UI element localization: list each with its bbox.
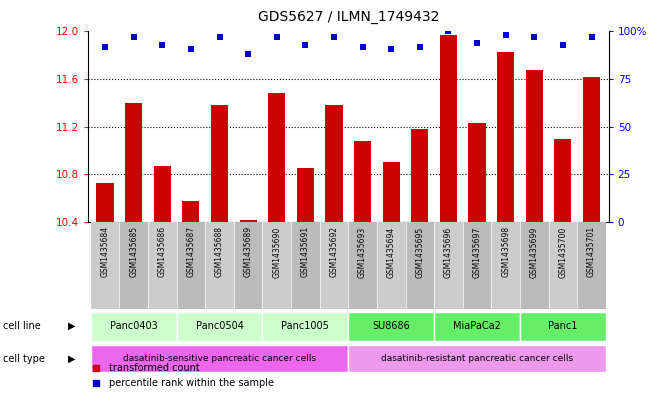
Point [357,44,368,50]
Text: GSM1435687: GSM1435687 [186,226,195,277]
Point [329,34,339,40]
Text: GSM1435685: GSM1435685 [129,226,138,277]
Text: dasatinib-sensitive pancreatic cancer cells: dasatinib-sensitive pancreatic cancer ce… [123,354,316,363]
Bar [348,222,377,309]
Text: GSM1435690: GSM1435690 [272,226,281,277]
Point [128,34,139,40]
Bar [96,183,114,222]
Bar [348,312,434,341]
Bar [182,200,199,222]
Bar [354,141,371,222]
Text: GDS5627 / ILMN_1749432: GDS5627 / ILMN_1749432 [258,10,439,24]
Text: cell line: cell line [3,321,41,331]
Text: GSM1435698: GSM1435698 [501,226,510,277]
Bar [291,222,320,309]
Bar [549,222,577,309]
Bar [411,129,428,222]
Text: MiaPaCa2: MiaPaCa2 [453,321,501,331]
Bar [90,345,348,372]
Bar [154,166,171,222]
Legend: transformed count, percentile rank within the sample: transformed count, percentile rank withi… [86,363,273,388]
Bar [520,222,549,309]
Point [472,40,482,46]
Bar [434,312,520,341]
Bar [326,105,342,222]
Point [501,32,511,39]
Text: GSM1435688: GSM1435688 [215,226,224,277]
Text: GSM1435695: GSM1435695 [415,226,424,277]
Bar [554,139,572,222]
Bar [526,70,543,222]
Bar [262,312,348,341]
Text: GSM1435697: GSM1435697 [473,226,482,277]
Text: ▶: ▶ [68,354,76,364]
Point [100,44,110,50]
Text: GSM1435684: GSM1435684 [100,226,109,277]
Text: GSM1435700: GSM1435700 [559,226,568,277]
Text: GSM1435692: GSM1435692 [329,226,339,277]
Text: cell type: cell type [3,354,45,364]
Bar [377,222,406,309]
Point [558,42,568,48]
Text: Panc1: Panc1 [548,321,577,331]
Bar [492,222,520,309]
Point [587,34,597,40]
Bar [440,35,457,222]
Bar [176,312,262,341]
Point [243,51,253,57]
Text: Panc0403: Panc0403 [110,321,158,331]
Bar [497,52,514,222]
Text: GSM1435689: GSM1435689 [243,226,253,277]
Text: GSM1435693: GSM1435693 [358,226,367,277]
Text: GSM1435686: GSM1435686 [158,226,167,277]
Bar [577,222,606,309]
Bar [268,94,285,222]
Text: GSM1435691: GSM1435691 [301,226,310,277]
Bar [205,222,234,309]
Bar [406,222,434,309]
Bar [463,222,492,309]
Bar [520,312,606,341]
Bar [434,222,463,309]
Point [386,46,396,52]
Bar [297,169,314,222]
Text: ▶: ▶ [68,321,76,331]
Text: GSM1435694: GSM1435694 [387,226,396,277]
Text: Panc0504: Panc0504 [195,321,243,331]
Point [529,34,540,40]
Text: GSM1435699: GSM1435699 [530,226,539,277]
Text: GSM1435696: GSM1435696 [444,226,453,277]
Point [186,46,196,52]
Bar [320,222,348,309]
Point [443,28,454,35]
Bar [383,162,400,222]
Point [415,44,425,50]
Bar [90,312,176,341]
Bar [348,345,606,372]
Text: GSM1435701: GSM1435701 [587,226,596,277]
Point [271,34,282,40]
Bar [125,103,143,222]
Point [300,42,311,48]
Text: SU8686: SU8686 [372,321,410,331]
Text: dasatinib-resistant pancreatic cancer cells: dasatinib-resistant pancreatic cancer ce… [381,354,573,363]
Bar [583,77,600,222]
Bar [262,222,291,309]
Bar [469,123,486,222]
Bar [234,222,262,309]
Bar [90,222,119,309]
Point [214,34,225,40]
Bar [211,105,228,222]
Bar [119,222,148,309]
Bar [176,222,205,309]
Bar [240,220,256,222]
Text: Panc1005: Panc1005 [281,321,329,331]
Point [157,42,167,48]
Bar [148,222,176,309]
